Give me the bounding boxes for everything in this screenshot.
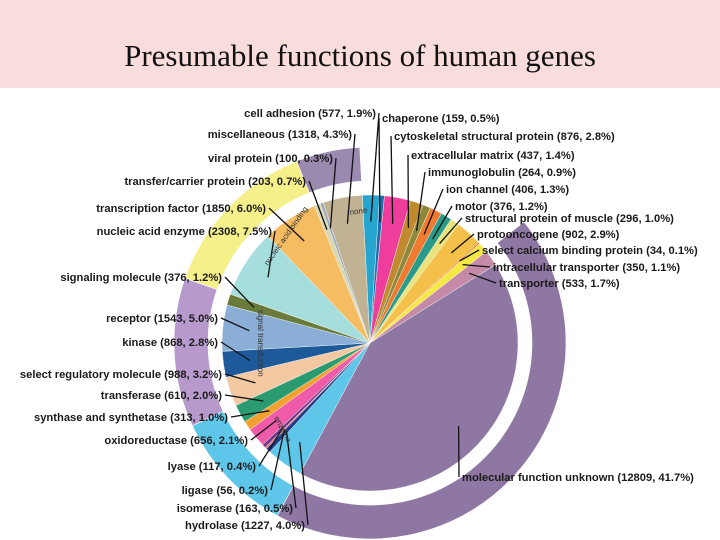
slice-label-chaperone: chaperone (159, 0.5%) xyxy=(382,113,500,125)
slice-label-transfer-carrier-protein: transfer/carrier protein (203, 0.7%) xyxy=(124,176,306,188)
slice-label-nucleic-acid-enzyme: nucleic acid enzyme (2308, 7.5%) xyxy=(97,226,273,238)
slice-label-lyase: lyase (117, 0.4%) xyxy=(168,461,257,473)
leader-line-immunoglobulin xyxy=(415,171,426,231)
leader-line-chaperone xyxy=(378,117,381,223)
slice-label-transferase: transferase (610, 2.0%) xyxy=(101,390,223,402)
slice-label-isomerase: isomerase (163, 0.5%) xyxy=(177,503,294,515)
leader-line-synthase-and-synthetase xyxy=(230,410,270,418)
slice-label-kinase: kinase (868, 2.8%) xyxy=(122,337,218,349)
leader-line-motor xyxy=(432,205,453,240)
slice-label-viral-protein: viral protein (100, 0.3%) xyxy=(208,153,333,165)
ring-segment-none xyxy=(296,146,362,194)
leader-line-lyase xyxy=(258,427,284,467)
slice-label-immunoglobulin: immunoglobulin (264, 0.9%) xyxy=(428,167,576,179)
slice-label-protooncogene: protooncogene (902, 2.9%) xyxy=(477,229,620,241)
slice-label-structural-protein-of-muscle: structural protein of muscle (296, 1.0%) xyxy=(465,213,674,225)
slice-label-motor: motor (376, 1.2%) xyxy=(455,201,548,213)
slice-label-hydrolase: hydrolase (1227, 4.0%) xyxy=(185,520,305,532)
slice-label-intracellular-transporter: intracellular transporter (350, 1.1%) xyxy=(493,262,680,274)
leader-line-cell-adhesion xyxy=(370,112,380,222)
title-band xyxy=(0,0,720,88)
leader-line-isomerase xyxy=(285,430,297,509)
slice-label-synthase-and-synthetase: synthase and synthetase (313, 1.0%) xyxy=(34,412,228,424)
slice-labels: cell adhesion (577, 1.9%) chaperone (159,… xyxy=(20,108,698,532)
pie-slice-molecular-function-unknown xyxy=(299,264,519,492)
leader-line-transporter xyxy=(469,272,497,284)
leader-lines xyxy=(220,112,497,526)
slice-label-ion-channel: ion channel (406, 1.3%) xyxy=(446,184,569,196)
leader-line-protooncogene xyxy=(450,233,475,254)
leader-line-select-regulatory-molecule xyxy=(224,373,256,384)
leader-line-structural-protein-of-muscle xyxy=(439,217,463,245)
slice-label-signaling-molecule: signaling molecule (376, 1.2%) xyxy=(60,272,222,284)
slice-label-select-calcium-binding-protein: select calcium binding protein (34, 0.1%… xyxy=(482,245,698,257)
ring-segment-nucleic-acid-binding xyxy=(184,160,310,290)
pie-slices xyxy=(221,194,519,492)
ring-segment-unknown xyxy=(276,221,567,540)
leader-line-transfer-carrier-protein xyxy=(308,180,328,230)
slice-label-molecular-function-unknown: molecular function unknown (12809, 41.7%… xyxy=(462,472,694,484)
slice-label-cell-adhesion: cell adhesion (577, 1.9%) xyxy=(244,108,376,120)
leader-line-select-calcium-binding-protein xyxy=(459,249,480,262)
leader-line-viral-protein xyxy=(329,157,337,229)
ring-segment-enzyme xyxy=(191,411,294,517)
slice-label-cytoskeletal-structural-protein: cytoskeletal structural protein (876, 2.… xyxy=(394,131,615,143)
leader-line-oxidoreductase xyxy=(250,419,277,441)
gene-function-pie-chart: cell adhesion (577, 1.9%) chaperone (159,… xyxy=(20,108,698,540)
leader-line-signaling-molecule xyxy=(224,276,255,308)
slice-label-extracellular-matrix: extracellular matrix (437, 1.4%) xyxy=(411,150,575,162)
slide-title: Presumable functions of human genes xyxy=(124,38,596,73)
ring-label-signal-transduction: signal transduction xyxy=(256,310,265,377)
pie-slice-miscellaneous xyxy=(322,194,371,344)
slice-label-transcription-factor: transcription factor (1850, 6.0%) xyxy=(96,203,266,215)
category-ring xyxy=(173,146,567,540)
leader-line-ion-channel xyxy=(423,188,444,235)
leader-line-intracellular-transporter xyxy=(462,263,491,268)
leader-line-miscellaneous xyxy=(346,133,356,224)
slice-label-select-regulatory-molecule: select regulatory molecule (988, 3.2%) xyxy=(20,369,222,381)
slice-label-miscellaneous: miscellaneous (1318, 4.3%) xyxy=(208,129,353,141)
leader-line-hydrolase xyxy=(299,441,309,526)
ring-segment-signal-transduction xyxy=(173,277,224,427)
leader-line-cytoskeletal-structural-protein xyxy=(390,135,394,224)
slice-label-ligase: ligase (56, 0.2%) xyxy=(182,485,269,497)
leader-line-transcription-factor xyxy=(268,207,305,242)
slice-label-receptor: receptor (1543, 5.0%) xyxy=(106,313,218,325)
leader-line-receptor xyxy=(220,317,250,332)
slice-label-transporter: transporter (533, 1.7%) xyxy=(499,278,620,290)
leader-line-nucleic-acid-enzyme xyxy=(267,230,276,278)
leader-line-kinase xyxy=(220,341,251,362)
ring-label-none: none xyxy=(349,206,368,217)
leader-line-ligase xyxy=(270,428,286,491)
slice-label-oxidoreductase: oxidoreductase (656, 2.1%) xyxy=(104,435,248,447)
leader-line-transferase xyxy=(224,394,264,402)
